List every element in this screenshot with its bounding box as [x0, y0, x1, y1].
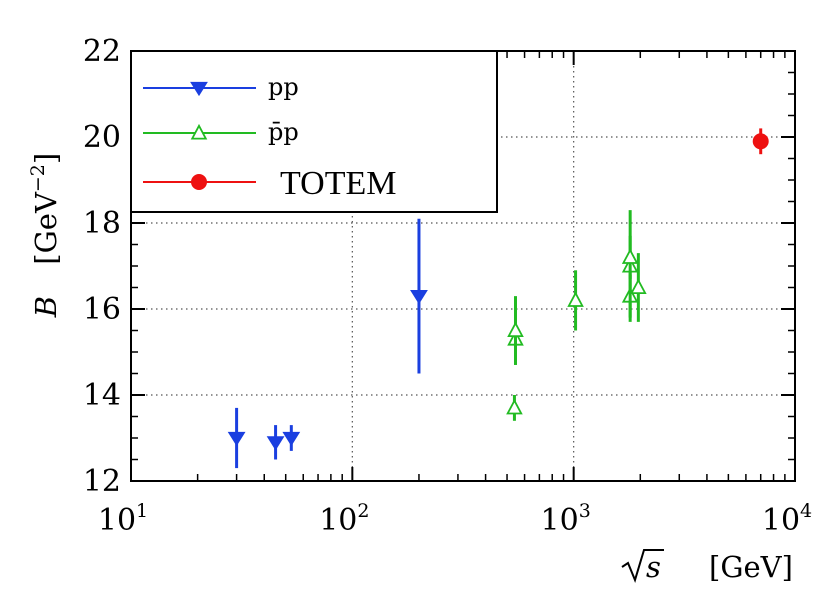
legend-label: p̄p: [268, 118, 299, 146]
legend-marker: [190, 81, 208, 97]
legend-marker: [191, 174, 207, 190]
y-tick-label: 22: [83, 34, 121, 69]
legend-entry: p̄p: [143, 118, 299, 146]
y-tick-label: 12: [83, 464, 121, 499]
legend: pp p̄p TOTEM: [143, 73, 396, 202]
data-point: [621, 248, 639, 264]
y-tick-label: 20: [83, 120, 121, 155]
series-pp: [506, 210, 647, 421]
plot-frame: [130, 50, 796, 482]
data-point: [567, 291, 584, 307]
y-axis-unit: [GeV: [29, 191, 63, 265]
legend-entry: TOTEM: [143, 165, 396, 202]
data-point: [630, 278, 647, 295]
sqrt-symbol: [621, 549, 664, 583]
y-tick-label: 14: [83, 378, 121, 413]
data-point: [752, 133, 769, 150]
y-axis-unit-exponent: −2: [27, 164, 49, 192]
series-totem: [752, 128, 769, 155]
data-point: [506, 398, 523, 415]
x-tick-label: 103: [541, 500, 591, 538]
data-point: [410, 290, 428, 305]
data-point: [507, 321, 524, 338]
legend-entry: pp: [143, 73, 299, 101]
y-tick-label: 16: [83, 292, 121, 327]
series-pp: [227, 218, 428, 469]
y-axis-title: B [GeV−2]: [27, 153, 63, 318]
y-axis-unit-close: ]: [29, 153, 63, 164]
y-axis-symbol: B: [29, 296, 63, 318]
x-axis-symbol: s: [646, 550, 661, 584]
legend-marker: [190, 123, 208, 140]
data-series: [227, 128, 769, 469]
legend-label: pp: [268, 73, 299, 101]
x-axis-unit: [GeV]: [709, 550, 793, 584]
legend-label: TOTEM: [280, 165, 396, 202]
y-tick-label: 18: [83, 206, 121, 241]
x-tick-labels: 101 102 103 104: [98, 500, 812, 538]
data-point: [282, 431, 301, 447]
x-tick-label: 102: [319, 500, 369, 538]
x-tick-label: 104: [762, 500, 812, 538]
x-axis-title: s [GeV]: [621, 549, 793, 584]
data-point: [227, 431, 246, 447]
y-tick-labels: 12 14 16 18 20 22: [83, 34, 121, 499]
x-tick-label: 101: [98, 500, 148, 538]
data-point: [266, 436, 285, 451]
